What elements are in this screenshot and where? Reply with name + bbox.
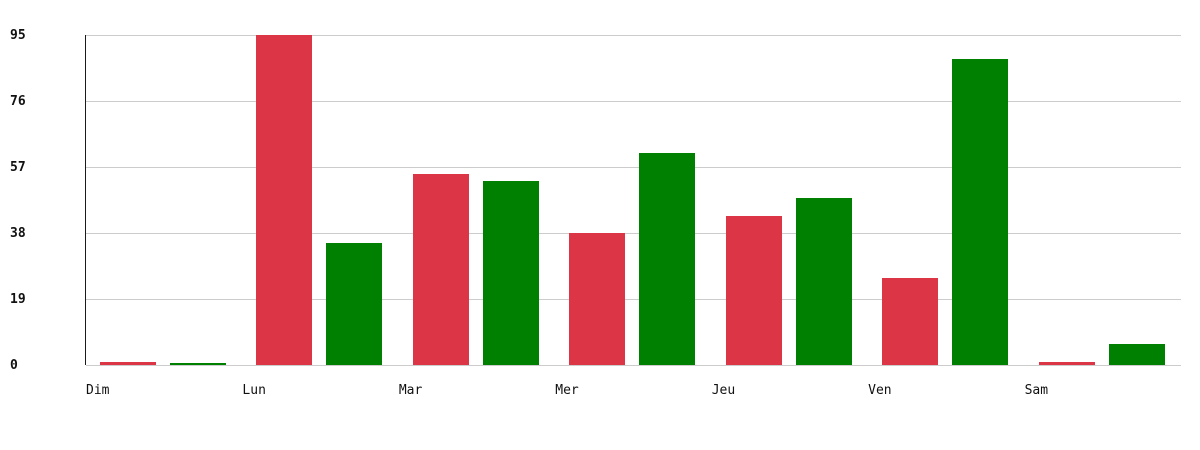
bar-jeu-red [725,215,782,365]
x-tick-label-mer: Mer [555,383,579,398]
gridline-y-38 [86,233,1181,234]
bar-ven-red [882,278,939,365]
bar-dim-green [170,363,226,365]
bar-sam-green [1108,344,1165,365]
bar-mar-red [412,173,469,365]
gridline-y-0 [86,365,1181,366]
y-tick-label-0: 0 [10,358,18,373]
bar-mer-green [639,153,696,365]
bar-jeu-green [795,198,852,365]
bar-lun-red [256,35,313,365]
gridline-y-76 [86,101,1181,102]
x-tick-label-mar: Mar [398,383,423,398]
y-tick-label-19: 19 [10,292,26,307]
y-tick-label-76: 76 [10,94,26,109]
y-tick-label-38: 38 [10,226,26,241]
gridline-y-95 [86,35,1181,36]
x-tick-label-lun: Lun [242,383,266,398]
x-tick-label-dim: Dim [86,383,110,398]
y-axis-line [85,35,86,365]
gridline-y-19 [86,299,1181,300]
bar-mar-green [482,180,539,365]
bar-ven-green [952,59,1009,365]
bar-sam-red [1038,361,1095,365]
x-tick-label-sam: Sam [1024,383,1049,398]
x-tick-label-ven: Ven [868,383,892,398]
y-tick-label-95: 95 [10,28,26,43]
bar-lun-green [326,243,383,365]
bar-mer-red [569,233,626,365]
x-tick-label-jeu: Jeu [711,383,736,398]
y-tick-label-57: 57 [10,160,26,175]
bar-dim-red [100,361,156,365]
gridline-y-57 [86,167,1181,168]
